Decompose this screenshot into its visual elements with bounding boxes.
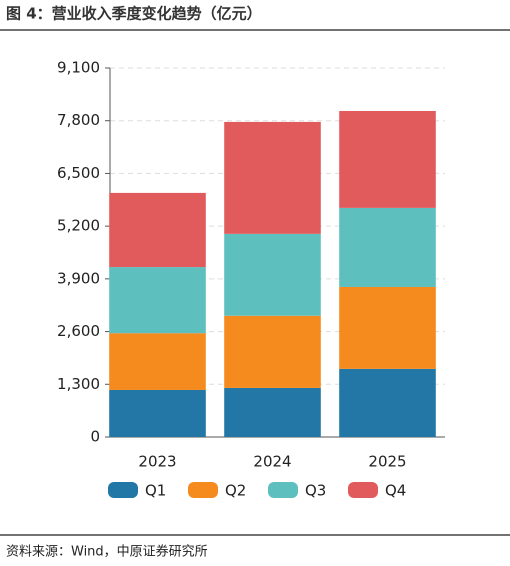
legend-label: Q3 [305, 482, 326, 500]
bar-segment [339, 110, 436, 208]
x-tick-label: 2024 [253, 453, 291, 471]
bar-segment [109, 389, 206, 437]
y-tick-label: 0 [90, 428, 100, 446]
bar-segment [224, 315, 321, 388]
source: 资料来源：Wind，中原证券研究所 [6, 544, 208, 560]
bar-segment [339, 368, 436, 437]
legend-swatch [108, 482, 138, 498]
legend-swatch [268, 482, 298, 498]
legend-label: Q4 [385, 482, 406, 500]
legend-swatch [188, 482, 218, 498]
y-tick-label: 2,600 [57, 322, 100, 340]
x-tick-label: 2023 [138, 453, 176, 471]
bar-segment [339, 207, 436, 287]
bar-segment [109, 333, 206, 390]
bar-segment [109, 267, 206, 334]
bar-segment [109, 192, 206, 268]
bar-segment [224, 121, 321, 234]
bar-segment [224, 387, 321, 437]
legend-label: Q1 [145, 482, 166, 500]
y-tick-label: 5,200 [57, 217, 100, 235]
y-tick-label: 7,800 [57, 111, 100, 129]
y-tick-label: 9,100 [57, 59, 100, 77]
bar-segment [339, 286, 436, 369]
legend-label: Q2 [225, 482, 246, 500]
y-tick-label: 1,300 [57, 375, 100, 393]
y-tick-label: 3,900 [57, 269, 100, 287]
y-tick-label: 6,500 [57, 164, 100, 182]
x-tick-label: 2025 [368, 453, 406, 471]
legend-swatch [348, 482, 378, 498]
bar-segment [224, 233, 321, 316]
chart-title: 图 4：营业收入季度变化趋势（亿元） [6, 5, 262, 23]
